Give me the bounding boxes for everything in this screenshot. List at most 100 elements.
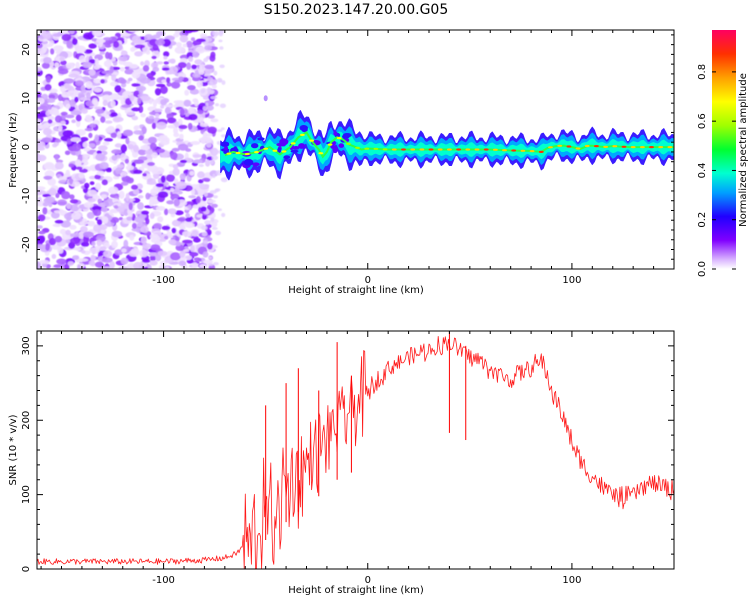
noise-speck — [190, 245, 195, 253]
noise-speck — [97, 198, 103, 204]
noise-speck — [120, 144, 128, 153]
ridge-blob — [333, 131, 338, 136]
noise-speck — [46, 98, 56, 103]
noise-speck — [159, 238, 166, 242]
noise-speck — [110, 132, 118, 138]
noise-speck — [171, 81, 181, 89]
spectrogram-frame — [36, 29, 675, 270]
noise-speck — [57, 31, 63, 36]
noise-speck — [61, 191, 71, 200]
noise-speck — [72, 143, 81, 152]
noise-speck — [86, 49, 93, 53]
noise-speck — [154, 88, 162, 96]
noise-speck — [97, 145, 108, 151]
ridge-blob — [298, 143, 306, 149]
noise-speck — [133, 144, 139, 153]
noise-speck — [148, 252, 159, 257]
noise-speck — [182, 43, 188, 48]
noise-speck — [106, 111, 111, 115]
ridge-hotspot — [594, 145, 599, 148]
noise-speck — [37, 43, 43, 49]
noise-speck — [72, 38, 78, 46]
y-tick-label: 20 — [21, 43, 32, 56]
noise-speck — [155, 183, 164, 188]
noise-speck — [175, 181, 187, 190]
noise-speck — [120, 171, 128, 177]
noise-speck — [179, 173, 186, 181]
noise-speck — [88, 59, 96, 64]
ridge-hotspot — [621, 145, 627, 148]
noise-speck — [78, 104, 83, 111]
noise-speck — [122, 54, 130, 59]
noise-speck — [87, 189, 98, 197]
noise-speck — [184, 255, 193, 261]
noise-speck — [37, 188, 43, 196]
colorbar-tick-label: 0.6 — [697, 113, 708, 129]
noise-speck — [65, 62, 75, 69]
noise-speck — [213, 195, 218, 199]
noise-speck — [166, 77, 171, 84]
noise-speck — [205, 136, 212, 143]
noise-speck — [151, 152, 158, 159]
noise-speck — [89, 247, 100, 254]
noise-speck — [43, 162, 55, 170]
noise-speck — [119, 135, 128, 139]
noise-speck — [108, 186, 119, 195]
noise-speck — [38, 230, 46, 235]
ridge-hotspot — [447, 148, 452, 151]
noise-speck — [75, 166, 83, 170]
noise-speck — [207, 153, 211, 157]
noise-speck — [214, 31, 220, 37]
noise-speck — [144, 149, 153, 156]
noise-speck — [53, 210, 63, 214]
noise-speck — [147, 162, 155, 166]
noise-speck — [179, 34, 189, 43]
noise-speck — [199, 117, 204, 125]
noise-speck — [104, 120, 113, 124]
noise-speck — [40, 102, 50, 109]
noise-speck — [59, 56, 65, 62]
ridge-hotspot — [465, 148, 471, 151]
ridge-blob — [292, 146, 300, 150]
noise-speck — [151, 169, 158, 175]
ridge-blob — [279, 138, 289, 146]
noise-speck — [105, 51, 110, 60]
ridge-hotspot — [391, 148, 397, 151]
ridge-hotspot — [612, 145, 618, 148]
noise-speck — [84, 182, 90, 189]
noise-speck — [151, 122, 157, 129]
snr-x-axis-label: Height of straight line (km) — [288, 585, 424, 596]
noise-speck — [96, 150, 102, 155]
noise-speck — [190, 141, 201, 145]
noise-speck — [55, 192, 60, 199]
noise-speck — [215, 188, 221, 192]
noise-speck — [94, 261, 104, 268]
noise-speck — [96, 170, 105, 176]
noise-speck — [128, 30, 140, 33]
noise-speck — [203, 240, 208, 244]
noise-speck — [80, 249, 86, 254]
noise-speck — [217, 208, 222, 211]
noise-speck — [157, 216, 164, 223]
noise-speck — [159, 139, 170, 146]
ridge-hotspot — [364, 147, 370, 150]
noise-speck — [217, 129, 223, 132]
noise-speck — [51, 254, 57, 259]
noise-speck — [37, 112, 46, 117]
noise-speck — [183, 99, 191, 107]
noise-speck — [142, 65, 150, 72]
noise-speck — [220, 134, 227, 138]
noise-speck — [198, 61, 205, 65]
noise-speck — [193, 237, 201, 243]
ridge-hotspot — [428, 148, 434, 151]
noise-speck — [85, 81, 93, 89]
ridge-hotspot — [493, 148, 498, 151]
noise-speck — [160, 104, 165, 109]
noise-speck — [209, 54, 216, 62]
ridge-blob — [220, 141, 230, 147]
noise-speck — [88, 69, 96, 76]
noise-speck — [215, 230, 221, 236]
noise-speck — [75, 129, 86, 136]
noise-speck — [198, 164, 204, 167]
snr-plot-area — [37, 331, 674, 569]
